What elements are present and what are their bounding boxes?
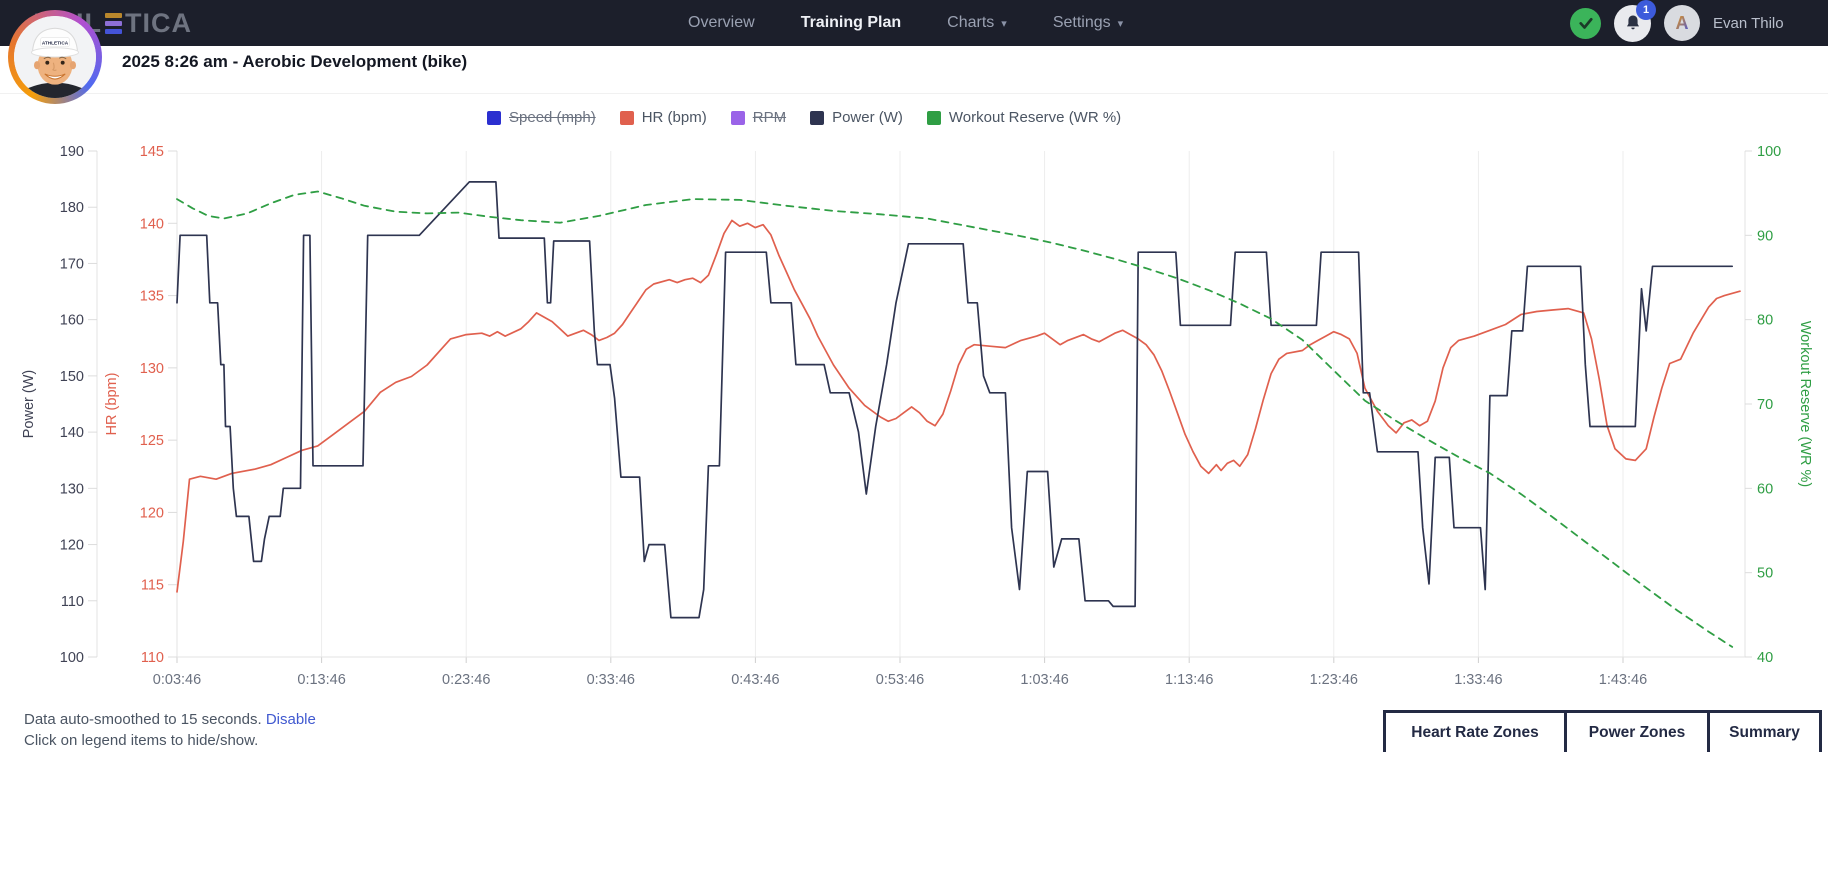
x-tick-label: 0:53:46	[876, 672, 924, 688]
hr-tick-label: 120	[140, 505, 164, 521]
legend-item-speed-mph[interactable]: Speed (mph)	[487, 109, 596, 126]
legend-label: Workout Reserve (WR %)	[948, 109, 1122, 126]
notification-badge: 1	[1636, 0, 1656, 20]
nav-overview[interactable]: Overview	[688, 14, 755, 31]
x-tick-label: 1:03:46	[1020, 672, 1068, 688]
logo-text-right: TICA	[124, 7, 192, 38]
title-bar	[0, 46, 1828, 93]
nav-right-cluster: 1 A Evan Thilo	[1570, 0, 1784, 46]
nav-charts[interactable]: Charts ▾	[947, 14, 1007, 31]
tab-summary[interactable]: Summary	[1707, 710, 1822, 752]
hr-tick-label: 130	[140, 361, 164, 377]
wr-tick-label: 70	[1757, 397, 1773, 413]
legend-swatch-icon	[810, 110, 825, 125]
legend-swatch-icon	[487, 110, 501, 125]
legend-label: Speed (mph)	[509, 109, 596, 126]
chart-legend: Speed (mph) HR (bpm) RPM Power (W) Workout R…	[487, 109, 1121, 126]
user-menu-avatar[interactable]: A	[1664, 5, 1700, 41]
power-tick-label: 120	[60, 538, 84, 554]
logo-e-icon	[104, 12, 122, 34]
series-hr-bpm	[176, 219, 1741, 593]
series-power-w	[176, 181, 1734, 619]
zone-tabs: Heart Rate Zones Power Zones Summary	[1383, 710, 1822, 752]
legend-item-rpm[interactable]: RPM	[730, 109, 787, 126]
x-tick-label: 1:23:46	[1310, 672, 1358, 688]
notifications-bell-icon[interactable]: 1	[1614, 0, 1656, 42]
legend-swatch-icon	[926, 110, 941, 125]
hr-tick-label: 135	[140, 289, 164, 305]
wr-tick-label: 50	[1757, 566, 1773, 582]
power-tick-label: 160	[60, 313, 84, 329]
page-title: 2025 8:26 am - Aerobic Development (bike…	[122, 52, 468, 71]
tab-heart-rate-zones[interactable]: Heart Rate Zones	[1383, 710, 1567, 752]
power-tick-label: 150	[60, 369, 84, 385]
svg-text:ATHLETICA: ATHLETICA	[42, 41, 69, 46]
tab-power-zones[interactable]: Power Zones	[1564, 710, 1710, 752]
main-nav: Overview Training Plan Charts ▾ Settings…	[688, 0, 1123, 46]
power-tick-label: 170	[60, 256, 84, 272]
legend-swatch-icon	[730, 110, 745, 125]
legend-label: Power (W)	[832, 109, 903, 126]
power-tick-label: 180	[60, 200, 84, 216]
power-axis-title: Power (W)	[21, 370, 37, 438]
x-tick-label: 1:13:46	[1165, 672, 1213, 688]
legend-swatch-icon	[619, 110, 634, 125]
legend-hint: Click on legend items to hide/show.	[24, 732, 259, 749]
chevron-down-icon: ▾	[1117, 17, 1124, 30]
x-tick-label: 0:43:46	[731, 672, 779, 688]
hr-tick-label: 145	[140, 144, 164, 160]
x-tick-label: 0:23:46	[442, 672, 490, 688]
user-photo-avatar[interactable]: ATHLETICA	[8, 10, 102, 104]
hr-tick-label: 125	[140, 433, 164, 449]
nav-settings[interactable]: Settings ▾	[1052, 14, 1124, 31]
power-tick-label: 190	[60, 144, 84, 160]
power-tick-label: 110	[61, 594, 84, 610]
hr-tick-label: 140	[140, 216, 164, 232]
sync-check-icon[interactable]	[1570, 7, 1601, 39]
power-tick-label: 130	[60, 481, 84, 497]
top-nav-bar	[0, 0, 1828, 46]
series-workout-reserve-wr	[176, 190, 1734, 648]
user-name[interactable]: Evan Thilo	[1713, 14, 1784, 32]
legend-item-workout-reserve-wr[interactable]: Workout Reserve (WR %)	[926, 109, 1122, 126]
wr-tick-label: 100	[1757, 144, 1781, 160]
disable-smoothing-link[interactable]: Disable	[265, 711, 316, 728]
wr-tick-label: 80	[1757, 313, 1773, 329]
power-tick-label: 100	[60, 650, 84, 666]
wr-tick-label: 90	[1757, 228, 1773, 244]
hr-tick-label: 115	[141, 578, 164, 594]
wr-tick-label: 40	[1757, 650, 1773, 666]
svg-text:A: A	[1676, 13, 1689, 33]
nav-training-plan[interactable]: Training Plan	[800, 14, 902, 31]
x-tick-label: 0:13:46	[297, 672, 345, 688]
wr-axis-title: Workout Reserve (WR %)	[1797, 321, 1813, 488]
x-tick-label: 1:43:46	[1599, 672, 1647, 688]
hr-axis-title: HR (bpm)	[104, 373, 120, 436]
legend-item-hr-bpm[interactable]: HR (bpm)	[619, 109, 707, 126]
x-tick-label: 0:33:46	[587, 672, 635, 688]
user-photo: ATHLETICA	[14, 16, 96, 98]
legend-item-power-w[interactable]: Power (W)	[810, 109, 903, 126]
x-tick-label: 0:03:46	[153, 672, 201, 688]
hr-tick-label: 110	[141, 650, 164, 666]
x-tick-label: 1:33:46	[1454, 672, 1502, 688]
power-tick-label: 140	[60, 425, 84, 441]
legend-label: RPM	[752, 109, 787, 126]
wr-tick-label: 60	[1757, 481, 1773, 497]
legend-label: HR (bpm)	[641, 109, 707, 126]
divider	[0, 93, 1828, 94]
chevron-down-icon: ▾	[1001, 17, 1007, 30]
smoothing-note: Data auto-smoothed to 15 seconds. Disabl…	[24, 711, 316, 728]
